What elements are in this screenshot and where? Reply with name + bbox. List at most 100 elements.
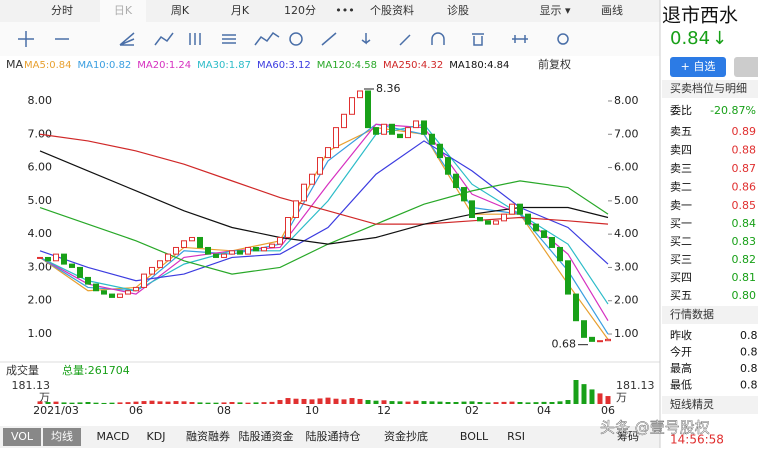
volume-bar bbox=[565, 400, 571, 404]
candle-body bbox=[285, 217, 291, 238]
volume-bar bbox=[213, 402, 219, 404]
ask-label: 卖四 bbox=[670, 144, 692, 157]
volume-bar bbox=[325, 397, 331, 404]
bottom-tab[interactable]: KDJ bbox=[147, 430, 166, 443]
section-header bbox=[662, 396, 758, 414]
volume-unit: 万 bbox=[616, 391, 627, 404]
bid-label: 买四 bbox=[670, 271, 692, 284]
tab[interactable]: 显示 ▾ bbox=[539, 4, 570, 17]
adjust-mode[interactable]: 前复权 bbox=[538, 57, 571, 71]
ma-line bbox=[39, 126, 609, 340]
volume-bar bbox=[381, 400, 387, 404]
tab[interactable]: 个股资料 bbox=[370, 3, 414, 17]
y-tick-label: 2.00 bbox=[28, 294, 53, 307]
price-arrow: ↓ bbox=[712, 28, 727, 49]
bottom-tab[interactable]: BOLL bbox=[460, 430, 489, 443]
volume-bar bbox=[37, 401, 43, 404]
candle-body bbox=[141, 273, 147, 288]
bottom-tab[interactable]: VOL bbox=[11, 430, 34, 443]
ma-legend: MA5:0.84 bbox=[24, 60, 71, 71]
candle-body bbox=[357, 90, 363, 99]
section-title: 行情数据 bbox=[670, 307, 714, 321]
y-tick-label: 6.00 bbox=[614, 161, 639, 174]
bottom-tab[interactable]: 陆股通资金 bbox=[239, 429, 294, 443]
volume-bar bbox=[477, 402, 483, 404]
tab[interactable]: 月K bbox=[231, 4, 250, 17]
volume-max: 181.13 bbox=[12, 379, 51, 392]
bottom-tab[interactable]: 资金抄底 bbox=[384, 429, 428, 443]
bottom-tab-bar bbox=[0, 426, 660, 448]
stat-value: 0.8 bbox=[740, 346, 758, 359]
ma-legend: MA60:3.12 bbox=[257, 60, 311, 71]
volume-bar bbox=[133, 401, 139, 404]
tab[interactable]: 诊股 bbox=[447, 3, 469, 17]
weibi-label: 委比 bbox=[670, 104, 692, 117]
section-header bbox=[662, 306, 758, 324]
volume-bar bbox=[437, 401, 443, 404]
ask-label: 卖二 bbox=[670, 181, 692, 194]
candle-body bbox=[469, 200, 475, 219]
ma-legend: MA180:4.84 bbox=[449, 60, 509, 71]
tab[interactable]: 周K bbox=[171, 4, 190, 17]
bottom-tab[interactable]: MACD bbox=[97, 430, 130, 443]
ask-price: 0.87 bbox=[732, 162, 757, 175]
tab[interactable]: 分时 bbox=[51, 4, 73, 17]
candle-body bbox=[245, 246, 251, 255]
volume-bar bbox=[317, 398, 323, 404]
bottom-tab[interactable]: 陆股通持仓 bbox=[306, 429, 361, 443]
candle-body bbox=[589, 336, 595, 342]
add-watch-button[interactable] bbox=[670, 57, 726, 77]
bottom-tab[interactable]: 均线 bbox=[51, 429, 73, 443]
tab[interactable]: 120分 bbox=[284, 4, 316, 17]
candle-body bbox=[381, 123, 387, 135]
volume-bar bbox=[165, 401, 171, 404]
bottom-tab[interactable]: 筹码 bbox=[617, 429, 639, 443]
candle-body bbox=[37, 256, 43, 259]
volume-bar bbox=[253, 402, 259, 404]
tab[interactable]: 画线 bbox=[601, 3, 623, 17]
bottom-tab-active[interactable] bbox=[43, 428, 81, 446]
more-button[interactable] bbox=[734, 57, 758, 77]
ma-line bbox=[39, 180, 609, 275]
volume-bar bbox=[549, 402, 555, 404]
volume-bar bbox=[61, 402, 67, 404]
volume-bar bbox=[405, 401, 411, 404]
candle-body bbox=[125, 290, 131, 295]
volume-bar bbox=[517, 402, 523, 404]
tab[interactable]: ••• bbox=[335, 4, 354, 17]
bid-label: 买三 bbox=[670, 253, 692, 266]
bottom-tab[interactable]: RSI bbox=[507, 430, 525, 443]
candle-body bbox=[557, 246, 563, 262]
candle-body bbox=[93, 283, 99, 292]
candle-body bbox=[341, 113, 347, 129]
volume-bar bbox=[269, 401, 275, 404]
candle-body bbox=[365, 90, 371, 129]
x-tick-label: 08 bbox=[217, 404, 231, 417]
y-tick-label: 3.00 bbox=[614, 260, 639, 273]
bottom-tab-active[interactable] bbox=[3, 428, 41, 446]
tab-bar bbox=[0, 0, 660, 22]
bottom-tab[interactable]: 融资融券 bbox=[186, 429, 230, 443]
volume-bar bbox=[277, 400, 283, 404]
volume-bar bbox=[389, 401, 395, 404]
section-header bbox=[662, 80, 758, 98]
volume-bar bbox=[509, 401, 515, 404]
tab-selected[interactable] bbox=[100, 0, 146, 22]
y-tick-label: 1.00 bbox=[614, 327, 639, 340]
candle-body bbox=[333, 127, 339, 149]
candle-body bbox=[109, 293, 115, 298]
add-watch-label[interactable]: + 自选 bbox=[681, 60, 716, 73]
candle-body bbox=[157, 260, 163, 268]
candle-body bbox=[69, 263, 75, 268]
candle-body bbox=[493, 220, 499, 225]
volume-bar bbox=[245, 402, 251, 404]
tool-icons bbox=[18, 31, 569, 47]
low-label: 0.68 bbox=[552, 338, 577, 351]
volume-bar bbox=[461, 401, 467, 404]
time: 14:56:58 bbox=[670, 433, 724, 447]
x-tick-label: 02 bbox=[465, 404, 479, 417]
candle-body bbox=[509, 203, 515, 215]
ma-legend: MA30:1.87 bbox=[197, 60, 251, 71]
candle-body bbox=[573, 293, 579, 322]
candle-body bbox=[597, 340, 603, 343]
